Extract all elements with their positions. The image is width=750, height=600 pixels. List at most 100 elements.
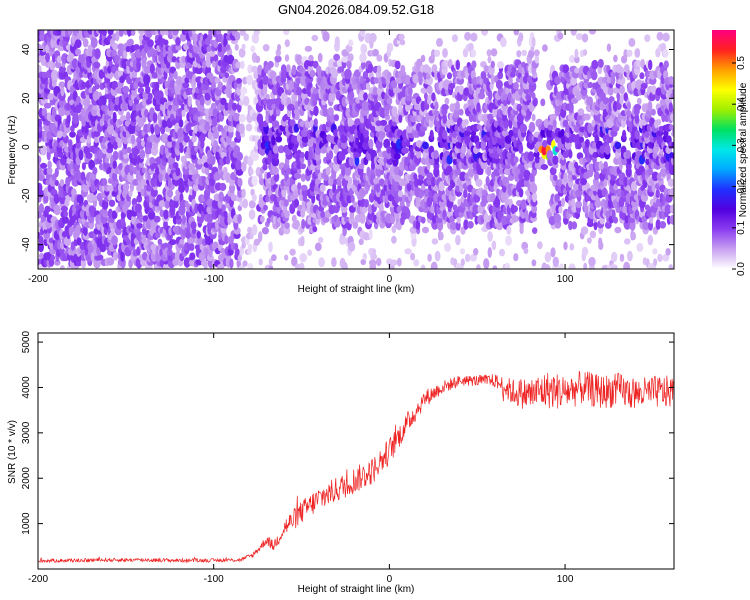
- spectrogram-cell: [511, 215, 520, 223]
- spectrogram-cell: [145, 140, 153, 149]
- spectrogram-cell: [376, 257, 382, 267]
- spectrogram-cell: [532, 191, 537, 203]
- spectrogram-cell: [633, 103, 642, 111]
- spectrogram-cell: [353, 69, 361, 78]
- snr-ytick-label: 2000: [21, 467, 32, 490]
- spectrogram-cell: [39, 30, 45, 35]
- spectrogram-cell: [644, 131, 650, 138]
- spectrogram-cell: [67, 30, 73, 36]
- spectrogram-cell: [581, 33, 589, 43]
- snr-series-line: [38, 370, 674, 564]
- spectrogram-cell: [348, 90, 355, 101]
- spectrogram-cell: [534, 54, 539, 64]
- spectrogram-cell: [320, 80, 326, 91]
- spectrogram-cell: [234, 43, 239, 51]
- spectrogram-xtick-label: 100: [557, 274, 574, 285]
- spectrogram-cell: [660, 167, 667, 178]
- spectrogram-cell: [431, 238, 439, 245]
- spectrogram-cell: [60, 86, 65, 97]
- spectrogram-cell: [647, 234, 654, 246]
- spectrogram-cell: [352, 221, 359, 229]
- spectrogram-cell: [647, 100, 653, 112]
- spectrogram-cell: [81, 183, 90, 193]
- spectrogram-cell: [672, 88, 674, 95]
- spectrogram-cell: [459, 171, 467, 182]
- spectrogram-cell: [365, 82, 371, 91]
- spectrogram-cell: [512, 205, 519, 213]
- spectrogram-cell: [362, 206, 368, 213]
- spectrogram-cell: [651, 85, 657, 95]
- spectrogram-cell: [634, 129, 640, 140]
- spectrogram-cell: [284, 254, 289, 261]
- spectrogram-cell: [506, 225, 512, 235]
- spectrogram-cell: [255, 55, 261, 64]
- spectrogram-cell: [656, 31, 664, 41]
- spectrogram-cell: [38, 203, 45, 214]
- spectrogram-cell: [562, 64, 570, 74]
- spectrogram-xlabel: Height of straight line (km): [298, 284, 415, 295]
- spectrogram-cell: [421, 141, 429, 150]
- spectrogram-cell: [587, 237, 592, 244]
- spectrogram-ytick-label: 20: [21, 92, 32, 104]
- spectrogram-cell: [580, 226, 589, 235]
- spectrogram-cell: [577, 108, 585, 116]
- spectrogram-cell: [397, 190, 404, 198]
- spectrogram-cell: [78, 149, 84, 161]
- spectrogram-cell: [93, 130, 101, 137]
- spectrogram-cell: [51, 107, 57, 118]
- spectrogram-cell: [670, 92, 674, 100]
- spectrogram-cell: [541, 145, 547, 156]
- spectrogram-cell: [126, 238, 131, 246]
- spectrogram-cell: [54, 167, 59, 178]
- spectrogram-cell: [206, 213, 213, 224]
- spectrogram-cell: [613, 216, 618, 224]
- spectrogram-cell: [55, 61, 62, 69]
- spectrogram-cell: [451, 131, 458, 138]
- spectrogram-cell: [309, 69, 316, 78]
- spectrogram-cell: [471, 60, 477, 69]
- spectrogram-cell: [38, 64, 42, 74]
- spectrogram-cell: [347, 177, 353, 185]
- spectrogram-cell: [294, 101, 299, 111]
- spectrogram-cell: [420, 100, 426, 112]
- spectrogram-cell: [126, 111, 131, 122]
- spectrogram-cell: [500, 37, 507, 48]
- colorbar-label: Normalized spectral amplitude: [738, 82, 749, 217]
- spectrogram-cell: [189, 243, 195, 252]
- spectrogram-cell: [300, 184, 308, 191]
- spectrogram-cell: [291, 64, 297, 76]
- spectrogram-cell: [332, 162, 341, 172]
- spectrogram-cell: [613, 264, 618, 269]
- spectrogram-cell: [574, 48, 579, 59]
- spectrogram-cell: [167, 177, 172, 188]
- spectrogram-cell: [56, 130, 63, 139]
- spectrogram-cell: [325, 166, 331, 176]
- spectrogram-cell: [553, 174, 558, 181]
- spectrogram-cell: [381, 91, 386, 100]
- spectrogram-cell: [362, 252, 367, 261]
- spectrogram-cell: [301, 135, 309, 143]
- spectrogram-cell: [431, 176, 436, 188]
- spectrogram-cell: [570, 30, 577, 36]
- spectrogram-cell: [228, 125, 234, 133]
- spectrogram-cell: [342, 261, 348, 269]
- spectrogram-cell: [433, 150, 439, 159]
- spectrogram-cell: [613, 183, 618, 191]
- spectrogram-cell: [220, 97, 227, 106]
- spectrogram-cell: [398, 103, 403, 113]
- spectrogram-cell: [74, 224, 82, 236]
- spectrogram-cell: [546, 128, 553, 138]
- spectrogram-cell: [473, 248, 479, 256]
- spectrogram-cell: [241, 161, 247, 173]
- spectrogram-cell: [434, 250, 441, 262]
- spectrogram-cell: [659, 221, 667, 229]
- spectrogram-cell: [575, 201, 583, 208]
- spectrogram-cell: [487, 247, 492, 258]
- spectrogram-xtick-label: -200: [28, 274, 48, 285]
- spectrogram-cell: [420, 87, 428, 94]
- spectrogram-cell: [201, 176, 207, 186]
- spectrogram-cell: [363, 92, 368, 101]
- spectrogram-cell: [625, 110, 632, 117]
- spectrogram-cell: [550, 247, 556, 258]
- spectrogram-cell: [480, 139, 487, 151]
